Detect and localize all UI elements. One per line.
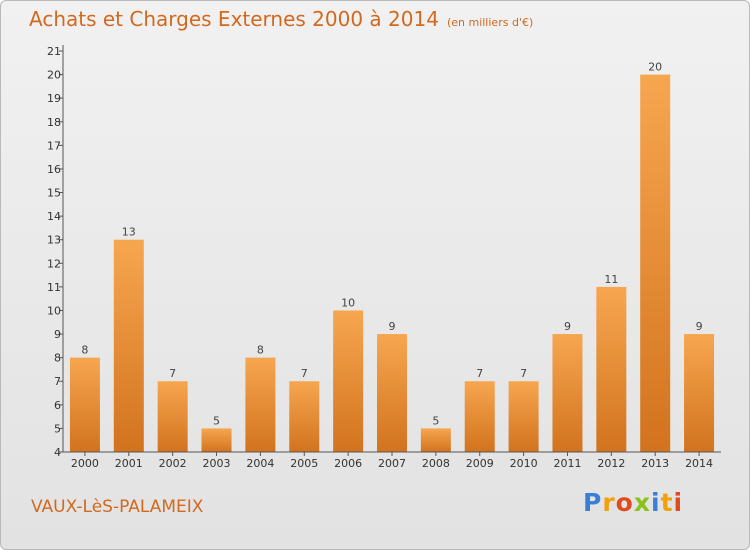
x-tick-label: 2008 bbox=[422, 457, 450, 470]
logo-letter: i bbox=[673, 488, 684, 517]
x-tick-label: 2010 bbox=[510, 457, 538, 470]
logo-letter: i bbox=[651, 488, 661, 517]
bar bbox=[552, 334, 583, 452]
bar-value-label: 8 bbox=[81, 344, 88, 357]
bar-value-label: 7 bbox=[301, 367, 308, 380]
x-tick-label: 2000 bbox=[71, 457, 99, 470]
x-tick-label: 2009 bbox=[466, 457, 494, 470]
y-tick-label: 16 bbox=[47, 163, 61, 176]
bar bbox=[420, 428, 451, 452]
x-tick-label: 2003 bbox=[203, 457, 231, 470]
bar bbox=[508, 381, 539, 452]
bar-value-label: 10 bbox=[341, 296, 355, 309]
y-tick-label: 15 bbox=[47, 187, 61, 200]
logo-letter: P bbox=[583, 488, 603, 517]
bar bbox=[640, 74, 671, 453]
bar-value-label: 8 bbox=[257, 344, 264, 357]
bar bbox=[69, 357, 100, 452]
proxiti-logo: Proxiti bbox=[583, 488, 683, 517]
x-tick-label: 2005 bbox=[290, 457, 318, 470]
bar-value-label: 7 bbox=[520, 367, 527, 380]
x-tick-label: 2007 bbox=[378, 457, 406, 470]
bar bbox=[245, 357, 276, 452]
bar bbox=[201, 428, 232, 452]
y-tick-label: 10 bbox=[47, 304, 61, 317]
logo-letter: t bbox=[660, 488, 674, 517]
y-tick-label: 17 bbox=[47, 139, 61, 152]
chart-title-text: Achats et Charges Externes 2000 à 2014 bbox=[29, 7, 439, 31]
commune-name: VAUX-LèS-PALAMEIX bbox=[31, 497, 204, 517]
y-tick-label: 4 bbox=[54, 446, 61, 459]
chart-subtitle: (en milliers d'€) bbox=[446, 16, 534, 29]
x-tick-label: 2004 bbox=[246, 457, 274, 470]
bar bbox=[464, 381, 495, 452]
y-tick-label: 6 bbox=[54, 399, 61, 412]
bar bbox=[113, 239, 144, 452]
y-tick-label: 7 bbox=[54, 375, 61, 388]
y-tick-label: 21 bbox=[47, 45, 61, 58]
x-tick-label: 2006 bbox=[334, 457, 362, 470]
y-tick-label: 13 bbox=[47, 234, 61, 247]
bar-value-label: 13 bbox=[122, 226, 136, 239]
bar-value-label: 20 bbox=[648, 61, 662, 74]
bar bbox=[377, 334, 407, 452]
bar-value-label: 5 bbox=[432, 414, 439, 427]
x-tick-label: 2012 bbox=[597, 457, 625, 470]
x-axis: 2000 2001 2002 2003 2004 2005 2006 2007 2008 2009… bbox=[63, 451, 721, 470]
y-tick-label: 14 bbox=[47, 210, 61, 223]
bar-value-label: 11 bbox=[604, 273, 618, 286]
y-tick-label: 20 bbox=[47, 69, 61, 82]
bar-value-label: 7 bbox=[169, 367, 176, 380]
x-tick-label: 2001 bbox=[115, 457, 143, 470]
bar bbox=[333, 310, 364, 452]
x-tick-label: 2002 bbox=[159, 457, 187, 470]
y-tick-label: 9 bbox=[54, 328, 61, 341]
bar bbox=[596, 286, 627, 452]
bar bbox=[289, 381, 320, 452]
y-tick-label: 8 bbox=[54, 352, 61, 365]
chart-title: Achats et Charges Externes 2000 à 2014 (e… bbox=[29, 7, 533, 31]
y-tick-label: 19 bbox=[47, 92, 61, 105]
y-tick-label: 12 bbox=[47, 257, 61, 270]
y-tick-label: 18 bbox=[47, 116, 61, 129]
bar-value-label: 9 bbox=[696, 320, 703, 333]
y-tick-label: 11 bbox=[47, 281, 61, 294]
bars-group: 8 13 7 5 8 7 10 9 5 7 7 9 11 20 9 bbox=[69, 61, 715, 453]
bar bbox=[684, 334, 715, 452]
bar bbox=[157, 381, 188, 452]
y-axis: 4 5 6 7 8 9 10 11 12 13 14 15 16 17 18 19 20 21 bbox=[47, 45, 64, 459]
x-tick-label: 2013 bbox=[641, 457, 669, 470]
y-tick-label: 5 bbox=[54, 422, 61, 435]
logo-letter: r bbox=[602, 488, 616, 517]
bar-value-label: 7 bbox=[476, 367, 483, 380]
x-tick-label: 2011 bbox=[553, 457, 581, 470]
logo-letter: o bbox=[615, 488, 634, 517]
bar-value-label: 9 bbox=[564, 320, 571, 333]
x-tick-label: 2014 bbox=[685, 457, 713, 470]
bar-value-label: 5 bbox=[213, 414, 220, 427]
logo-letter: x bbox=[633, 488, 651, 517]
bar-value-label: 9 bbox=[389, 320, 396, 333]
